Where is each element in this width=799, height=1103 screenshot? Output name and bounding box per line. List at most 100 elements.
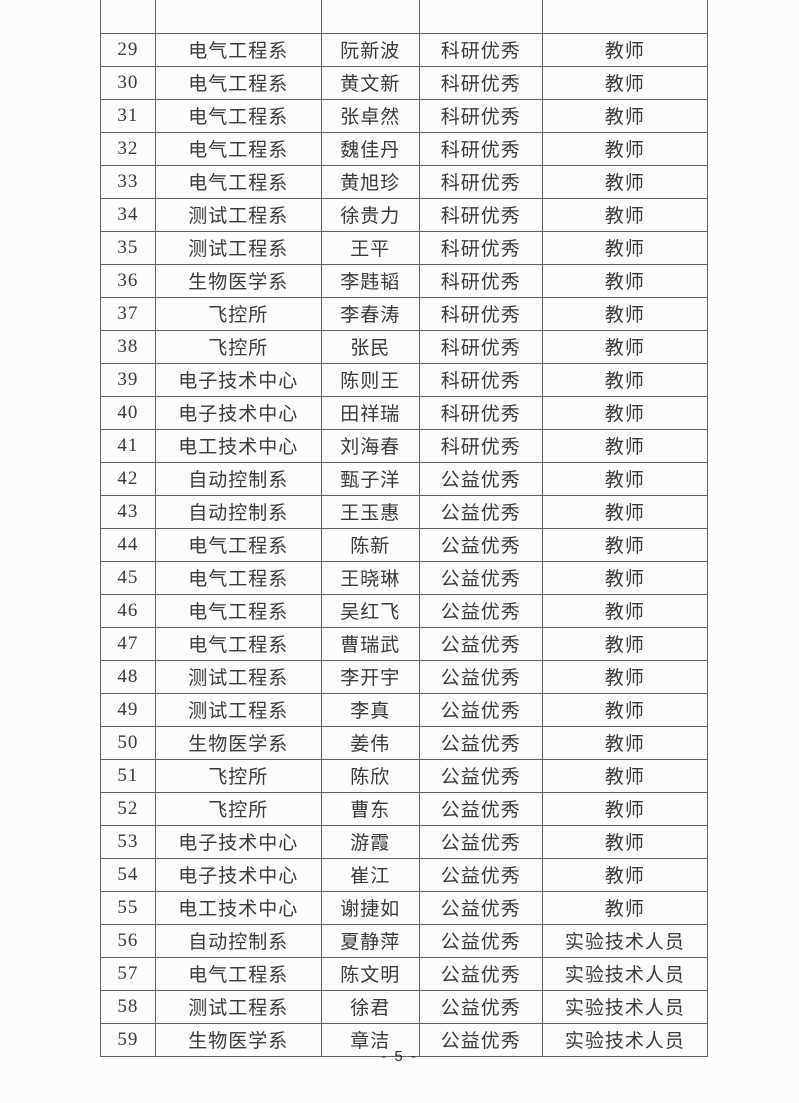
cell-row-number: 33 xyxy=(100,164,156,199)
cell-person-name: 徐君 xyxy=(320,989,420,1024)
table-row: 54 电子技术中心 崔江 公益优秀 教师 xyxy=(100,857,709,892)
cell-person-name: 黄文新 xyxy=(320,65,420,100)
cell-person-name: 甄子洋 xyxy=(320,461,420,496)
cell-person-name: 田祥瑞 xyxy=(320,395,420,430)
cell-row-number: 56 xyxy=(100,923,156,958)
table-row: 39 电子技术中心 陈则王 科研优秀 教师 xyxy=(100,362,709,397)
table-row: 56 自动控制系 夏静萍 公益优秀 实验技术人员 xyxy=(100,923,709,958)
table-row: 38 飞控所 张民 科研优秀 教师 xyxy=(100,329,709,364)
table-row: 58 测试工程系 徐君 公益优秀 实验技术人员 xyxy=(100,989,709,1024)
cell-department: 电气工程系 xyxy=(154,65,322,100)
cell-person-name: 陈则王 xyxy=(320,362,420,397)
cell-department: 飞控所 xyxy=(154,329,322,364)
cell-award-type: 科研优秀 xyxy=(418,329,543,364)
cell-department: 电气工程系 xyxy=(154,164,322,199)
partial-cell xyxy=(100,0,156,34)
cell-person-name: 曹东 xyxy=(320,791,420,826)
cell-department: 飞控所 xyxy=(154,758,322,793)
cell-row-number: 39 xyxy=(100,362,156,397)
cell-award-type: 科研优秀 xyxy=(418,263,543,298)
cell-person-name: 魏佳丹 xyxy=(320,131,420,166)
table-row: 47 电气工程系 曹瑞武 公益优秀 教师 xyxy=(100,626,709,661)
cell-award-type: 公益优秀 xyxy=(418,824,543,859)
cell-role: 教师 xyxy=(541,890,709,925)
cell-role: 教师 xyxy=(541,197,709,232)
cell-department: 飞控所 xyxy=(154,296,322,331)
award-table-container: 29 电气工程系 阮新波 科研优秀 教师 30 电气工程系 黄文新 科研优秀 教… xyxy=(100,0,709,1057)
cell-row-number: 40 xyxy=(100,395,156,430)
cell-person-name: 王平 xyxy=(320,230,420,265)
table-row: 50 生物医学系 姜伟 公益优秀 教师 xyxy=(100,725,709,760)
cell-department: 生物医学系 xyxy=(154,263,322,298)
cell-award-type: 科研优秀 xyxy=(418,65,543,100)
table-row: 37 飞控所 李春涛 科研优秀 教师 xyxy=(100,296,709,331)
cell-role: 教师 xyxy=(541,527,709,562)
cell-row-number: 52 xyxy=(100,791,156,826)
cell-department: 电气工程系 xyxy=(154,98,322,133)
table-row: 36 生物医学系 李韪韬 科研优秀 教师 xyxy=(100,263,709,298)
cell-award-type: 科研优秀 xyxy=(418,230,543,265)
cell-award-type: 公益优秀 xyxy=(418,461,543,496)
cell-person-name: 李韪韬 xyxy=(320,263,420,298)
cell-row-number: 38 xyxy=(100,329,156,364)
table-row: 29 电气工程系 阮新波 科研优秀 教师 xyxy=(100,32,709,67)
cell-award-type: 公益优秀 xyxy=(418,1022,543,1057)
cell-department: 电气工程系 xyxy=(154,131,322,166)
cell-person-name: 谢捷如 xyxy=(320,890,420,925)
table-row: 43 自动控制系 王玉惠 公益优秀 教师 xyxy=(100,494,709,529)
cell-role: 教师 xyxy=(541,593,709,628)
cell-person-name: 崔江 xyxy=(320,857,420,892)
cell-role: 教师 xyxy=(541,824,709,859)
cell-person-name: 王玉惠 xyxy=(320,494,420,529)
cell-row-number: 37 xyxy=(100,296,156,331)
partial-cell xyxy=(320,0,420,34)
cell-award-type: 公益优秀 xyxy=(418,791,543,826)
cell-role: 教师 xyxy=(541,395,709,430)
cell-role: 教师 xyxy=(541,560,709,595)
cell-award-type: 科研优秀 xyxy=(418,131,543,166)
cell-award-type: 公益优秀 xyxy=(418,692,543,727)
award-table: 29 电气工程系 阮新波 科研优秀 教师 30 电气工程系 黄文新 科研优秀 教… xyxy=(100,0,709,1057)
cell-row-number: 44 xyxy=(100,527,156,562)
partial-cell xyxy=(541,0,709,34)
cell-award-type: 公益优秀 xyxy=(418,923,543,958)
cell-award-type: 科研优秀 xyxy=(418,362,543,397)
cell-row-number: 51 xyxy=(100,758,156,793)
cell-role: 教师 xyxy=(541,230,709,265)
table-row: 44 电气工程系 陈新 公益优秀 教师 xyxy=(100,527,709,562)
cell-department: 电气工程系 xyxy=(154,956,322,991)
cell-person-name: 刘海春 xyxy=(320,428,420,463)
cell-row-number: 41 xyxy=(100,428,156,463)
cell-role: 实验技术人员 xyxy=(541,923,709,958)
cell-role: 教师 xyxy=(541,758,709,793)
cell-award-type: 公益优秀 xyxy=(418,890,543,925)
table-row: 46 电气工程系 吴红飞 公益优秀 教师 xyxy=(100,593,709,628)
cell-role: 教师 xyxy=(541,857,709,892)
cell-award-type: 科研优秀 xyxy=(418,428,543,463)
cell-person-name: 陈新 xyxy=(320,527,420,562)
cell-role: 实验技术人员 xyxy=(541,989,709,1024)
table-row-partial xyxy=(100,0,709,34)
partial-cell xyxy=(154,0,322,34)
cell-person-name: 徐贵力 xyxy=(320,197,420,232)
cell-person-name: 陈欣 xyxy=(320,758,420,793)
table-row: 48 测试工程系 李开宇 公益优秀 教师 xyxy=(100,659,709,694)
cell-row-number: 43 xyxy=(100,494,156,529)
table-row: 35 测试工程系 王平 科研优秀 教师 xyxy=(100,230,709,265)
cell-award-type: 公益优秀 xyxy=(418,626,543,661)
cell-role: 教师 xyxy=(541,461,709,496)
cell-role: 教师 xyxy=(541,494,709,529)
table-row: 32 电气工程系 魏佳丹 科研优秀 教师 xyxy=(100,131,709,166)
cell-row-number: 55 xyxy=(100,890,156,925)
cell-role: 教师 xyxy=(541,65,709,100)
table-row: 55 电工技术中心 谢捷如 公益优秀 教师 xyxy=(100,890,709,925)
cell-row-number: 32 xyxy=(100,131,156,166)
table-row: 31 电气工程系 张卓然 科研优秀 教师 xyxy=(100,98,709,133)
cell-role: 教师 xyxy=(541,32,709,67)
cell-row-number: 47 xyxy=(100,626,156,661)
cell-row-number: 36 xyxy=(100,263,156,298)
cell-row-number: 45 xyxy=(100,560,156,595)
cell-department: 测试工程系 xyxy=(154,230,322,265)
cell-person-name: 王晓琳 xyxy=(320,560,420,595)
